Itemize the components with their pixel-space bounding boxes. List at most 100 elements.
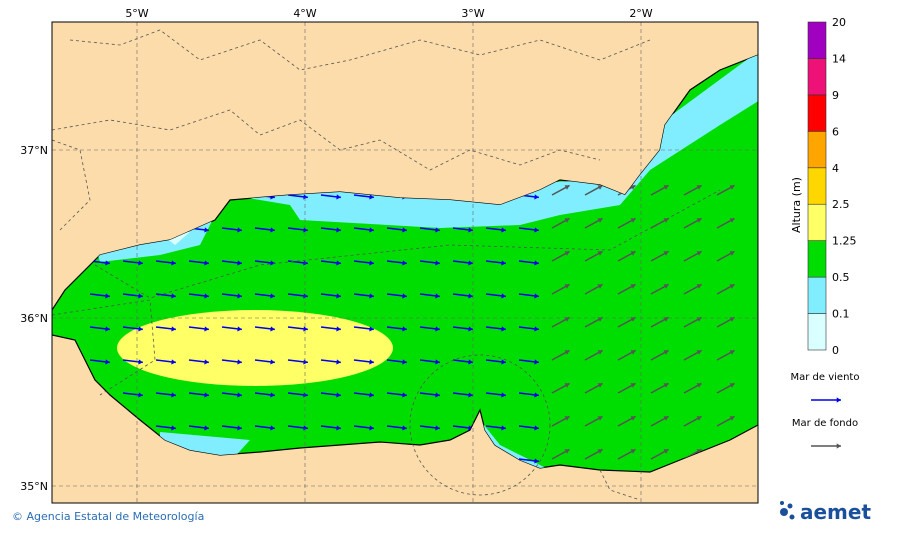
map-frame xyxy=(51,21,759,504)
arrow-head xyxy=(303,326,308,332)
arrow-head xyxy=(138,326,143,332)
arrow-head xyxy=(138,293,143,299)
arrow-head xyxy=(171,293,176,299)
arrow-head xyxy=(468,392,473,398)
arrow-head xyxy=(204,425,209,431)
arrow-head xyxy=(597,350,603,355)
arrow-head xyxy=(630,251,636,256)
arrow-head xyxy=(597,317,603,322)
arrow-head xyxy=(564,449,570,454)
arrow-head xyxy=(534,293,539,299)
arrow-head xyxy=(270,425,275,431)
arrow-head xyxy=(597,383,603,388)
arrow-head xyxy=(597,416,603,421)
arrow-head xyxy=(270,326,275,332)
arrow-head xyxy=(696,416,702,421)
arrow-head xyxy=(468,326,473,332)
credit: © Agencia Estatal de Meteorología xyxy=(12,510,204,523)
lat-label: 36°N xyxy=(20,312,48,325)
arrow-head xyxy=(435,392,440,398)
arrow-head xyxy=(237,260,242,266)
arrow-head xyxy=(171,260,176,266)
arrow-head xyxy=(237,425,242,431)
arrow-head xyxy=(534,326,539,332)
arrow-head xyxy=(336,260,341,266)
arrow-head xyxy=(501,227,506,233)
arrow-head xyxy=(534,392,539,398)
arrow-head xyxy=(630,317,636,322)
arrow-head xyxy=(696,383,702,388)
arrow-head xyxy=(663,350,669,355)
graticule xyxy=(52,22,758,503)
arrow-head xyxy=(663,449,669,454)
arrow-head xyxy=(369,293,374,299)
arrow-head xyxy=(729,416,735,421)
colorbar-segment xyxy=(807,58,827,96)
legend-label: Mar de viento xyxy=(791,372,860,383)
arrow-head xyxy=(564,350,570,355)
arrow-head xyxy=(402,359,407,365)
arrow-head xyxy=(303,425,308,431)
arrow-head xyxy=(630,350,636,355)
lon-label: 4°W xyxy=(293,7,316,20)
arrow-head xyxy=(663,218,669,223)
arrow-head xyxy=(204,260,209,266)
arrow-head xyxy=(696,317,702,322)
arrow-head xyxy=(336,326,341,332)
arrow-head xyxy=(597,284,603,289)
arrow-head xyxy=(369,425,374,431)
arrow-head xyxy=(696,218,702,223)
arrow-head xyxy=(729,317,735,322)
high-waves xyxy=(117,310,393,386)
arrow-head xyxy=(369,194,374,200)
arrow-head xyxy=(171,425,176,431)
arrow-head xyxy=(630,185,636,190)
colorbar-segment xyxy=(807,21,827,59)
arrow-head xyxy=(138,392,143,398)
arrow-head xyxy=(303,227,308,233)
arrow-head xyxy=(204,293,209,299)
arrow-head xyxy=(369,227,374,233)
arrow-head xyxy=(138,359,143,365)
arrow-head xyxy=(435,293,440,299)
arrow-head xyxy=(303,359,308,365)
arrow-head xyxy=(435,326,440,332)
arrow-head xyxy=(171,326,176,332)
arrow-head xyxy=(336,227,341,233)
arrow-head xyxy=(402,392,407,398)
arrow-head xyxy=(369,326,374,332)
arrow-head xyxy=(630,218,636,223)
arrow-head xyxy=(303,260,308,266)
colorbar-segment xyxy=(807,94,827,132)
arrow-head xyxy=(597,185,603,190)
arrow-head xyxy=(564,218,570,223)
arrow-head xyxy=(204,326,209,332)
arrow-head xyxy=(564,416,570,421)
arrow-head xyxy=(105,260,110,266)
arrow-head xyxy=(729,284,735,289)
arrow-head xyxy=(663,185,669,190)
colorbar-label: 4 xyxy=(832,162,839,175)
arrow-head xyxy=(696,185,702,190)
arrow-head xyxy=(501,326,506,332)
arrow-head xyxy=(402,293,407,299)
arrow-head xyxy=(663,383,669,388)
arrow-head xyxy=(435,425,440,431)
colorbar-segment xyxy=(807,203,827,241)
arrow-head xyxy=(237,392,242,398)
colorbar: 0 0.1 0.5 1.25 2.5 4 6 9 14 20 xyxy=(807,16,857,357)
colorbar-segment xyxy=(807,167,827,205)
arrow-head xyxy=(270,359,275,365)
arrow-head xyxy=(696,350,702,355)
legend-label: Mar de fondo xyxy=(792,418,858,429)
arrow-head xyxy=(336,293,341,299)
arrow-head xyxy=(303,194,308,200)
legend: Mar de viento Mar de fondo xyxy=(791,372,860,449)
arrow-head xyxy=(663,317,669,322)
lat-label: 35°N xyxy=(20,480,48,493)
arrow-head xyxy=(336,392,341,398)
arrow-head xyxy=(597,251,603,256)
arrow-head xyxy=(237,326,242,332)
arrow-head xyxy=(501,392,506,398)
